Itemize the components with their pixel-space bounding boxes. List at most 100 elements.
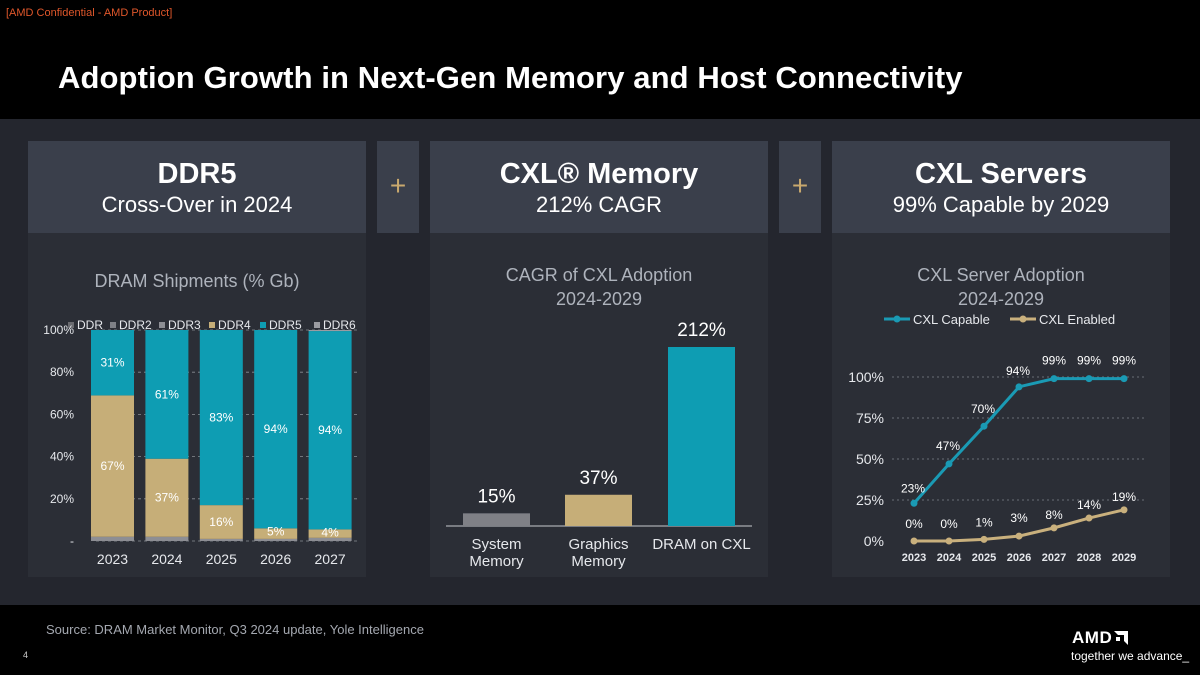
cxl-servers-panel-header: CXL Servers 99% Capable by 2029: [832, 141, 1170, 233]
bar-segment-ddr3: [199, 538, 243, 541]
ddr5-data-label: 31%: [100, 356, 124, 370]
x-tick-label: 2027: [315, 551, 346, 567]
y-tick-label: 60%: [50, 407, 74, 421]
x-tick-label: 2029: [1112, 552, 1136, 564]
cxl-enabled-point: [1050, 524, 1058, 532]
y-tick-label: 50%: [856, 451, 884, 467]
ddr5-data-label: 94%: [318, 423, 342, 437]
cxl-enabled-point: [1015, 532, 1023, 540]
legend-label: CXL Capable: [913, 312, 990, 327]
ddr4-data-label: 4%: [321, 525, 339, 539]
ddr5-data-label: 61%: [155, 387, 179, 401]
category-label: Memory: [469, 553, 524, 570]
x-tick-label: 2025: [972, 552, 996, 564]
cxl-enabled-point: [945, 537, 953, 545]
cxl-cagr-chart-title-1: CAGR of CXL Adoption: [505, 265, 693, 285]
legend-label-ddr2: DDR2: [119, 318, 152, 332]
cxl-servers-panel: CXL Servers 99% Capable by 2029 CXL Serv…: [832, 141, 1170, 577]
cagr-data-label: 212%: [677, 320, 726, 341]
x-tick-label: 2023: [902, 552, 926, 564]
cxl-memory-panel-header: CXL® Memory 212% CAGR: [430, 141, 768, 233]
cxl-capable-data-label: 23%: [901, 481, 925, 495]
x-tick-label: 2025: [206, 551, 237, 567]
y-tick-label: 25%: [856, 492, 884, 508]
bar-segment-ddr5: [308, 331, 352, 530]
y-tick-label: 20%: [50, 492, 74, 506]
cxl-memory-panel-title: CXL® Memory: [499, 158, 699, 190]
cxl-capable-data-label: 99%: [1077, 354, 1101, 368]
cxl-servers-panel-subtitle: 99% Capable by 2029: [892, 192, 1110, 217]
page-number: 4: [23, 650, 29, 660]
x-tick-label: 2027: [1042, 552, 1066, 564]
ddr4-data-label: 16%: [209, 515, 233, 529]
ddr5-data-label: 94%: [264, 422, 288, 436]
cxl-enabled-point: [980, 535, 988, 543]
cxl-capable-point: [945, 460, 953, 468]
cxl-enabled-data-label: 0%: [940, 517, 958, 531]
category-label: Graphics: [568, 536, 628, 553]
legend-swatch-ddr3: [159, 322, 165, 328]
cxl-memory-panel-subtitle: 212% CAGR: [536, 192, 662, 217]
legend-label-ddr: DDR: [77, 318, 103, 332]
cxl-enabled-data-label: 0%: [905, 517, 923, 531]
amd-logo: AMD: [1072, 628, 1129, 648]
bar-segment-ddr5: [91, 330, 134, 396]
y-tick-label: 100%: [848, 369, 884, 385]
legend-swatch-ddr6: [314, 322, 320, 328]
cxl-capable-data-label: 70%: [971, 402, 995, 416]
cxl-server-chart-title-1: CXL Server Adoption: [917, 265, 1085, 285]
bar-segment-ddr4: [254, 528, 298, 539]
legend-label-ddr6: DDR6: [323, 318, 356, 332]
bar-segment-ddr4: [199, 505, 243, 539]
cxl-capable-data-label: 99%: [1112, 354, 1136, 368]
amd-arrow-icon: [1114, 631, 1129, 645]
bar-segment-ddr3: [91, 536, 134, 541]
cxl-enabled-data-label: 8%: [1045, 508, 1063, 522]
cxl-cagr-chart-title-2: 2024-2029: [555, 289, 643, 309]
bar-segment-ddr3: [145, 536, 189, 541]
cxl-capable-point: [1050, 375, 1058, 383]
y-tick-label: 0%: [864, 533, 884, 549]
plus-icon-1: +: [377, 141, 419, 233]
source-note: Source: DRAM Market Monitor, Q3 2024 upd…: [46, 622, 424, 637]
cxl-enabled-point: [1085, 514, 1093, 522]
cxl-capable-point: [1015, 383, 1023, 391]
cxl-enabled-data-label: 14%: [1077, 498, 1101, 512]
bar-segment-ddr4: [145, 458, 189, 537]
ddr5-panel-header: DDR5 Cross-Over in 2024: [28, 141, 366, 233]
x-tick-label: 2026: [260, 551, 291, 567]
bar-segment-ddr3: [254, 538, 298, 541]
cxl-server-adoption-chart: CXL Capable CXL Enabled 0% 25% 50% 75% 100% 202…: [848, 312, 1144, 564]
bar-segment-ddr5: [254, 330, 298, 529]
bar-segment-ddr4: [308, 529, 352, 538]
cxl-capable-point: [910, 499, 918, 507]
cagr-data-label: 15%: [477, 486, 515, 507]
ddr5-panel: DDR5 Cross-Over in 2024 DRAM Shipments (…: [28, 141, 366, 577]
x-tick-label: 2028: [1077, 552, 1101, 564]
bar-segment-ddr5: [145, 330, 189, 459]
y-tick-label: 100%: [43, 323, 74, 337]
confidential-label: [AMD Confidential - AMD Product]: [6, 7, 173, 19]
bar-segment-ddr5: [199, 330, 243, 506]
ddr5-panel-title: DDR5: [157, 158, 237, 190]
category-label: DRAM on CXL: [652, 536, 750, 553]
plus-icon-2: +: [779, 141, 821, 233]
x-tick-label: 2023: [97, 551, 128, 567]
legend-swatch-ddr5: [260, 322, 266, 328]
page-title: Adoption Growth in Next-Gen Memory and H…: [58, 60, 963, 95]
y-tick-label: 75%: [856, 410, 884, 426]
y-tick-label: -: [70, 534, 74, 548]
content-area: DDR5 Cross-Over in 2024 DRAM Shipments (…: [0, 119, 1200, 605]
cxl-enabled-point: [1120, 506, 1128, 514]
cxl-cagr-chart: 15%SystemMemory37%GraphicsMemory212%DRAM…: [446, 320, 752, 570]
cxl-capable-point: [980, 422, 988, 430]
bar-segment-ddr3: [308, 537, 352, 541]
cagr-bar: [463, 513, 530, 526]
cxl-capable-data-label: 99%: [1042, 354, 1066, 368]
cxl-enabled-data-label: 19%: [1112, 490, 1136, 504]
cagr-bar: [668, 347, 735, 526]
legend-swatch-ddr2: [110, 322, 116, 328]
legend-label-ddr4: DDR4: [218, 318, 251, 332]
ddr4-data-label: 5%: [267, 524, 285, 538]
cxl-capable-data-label: 47%: [936, 439, 960, 453]
